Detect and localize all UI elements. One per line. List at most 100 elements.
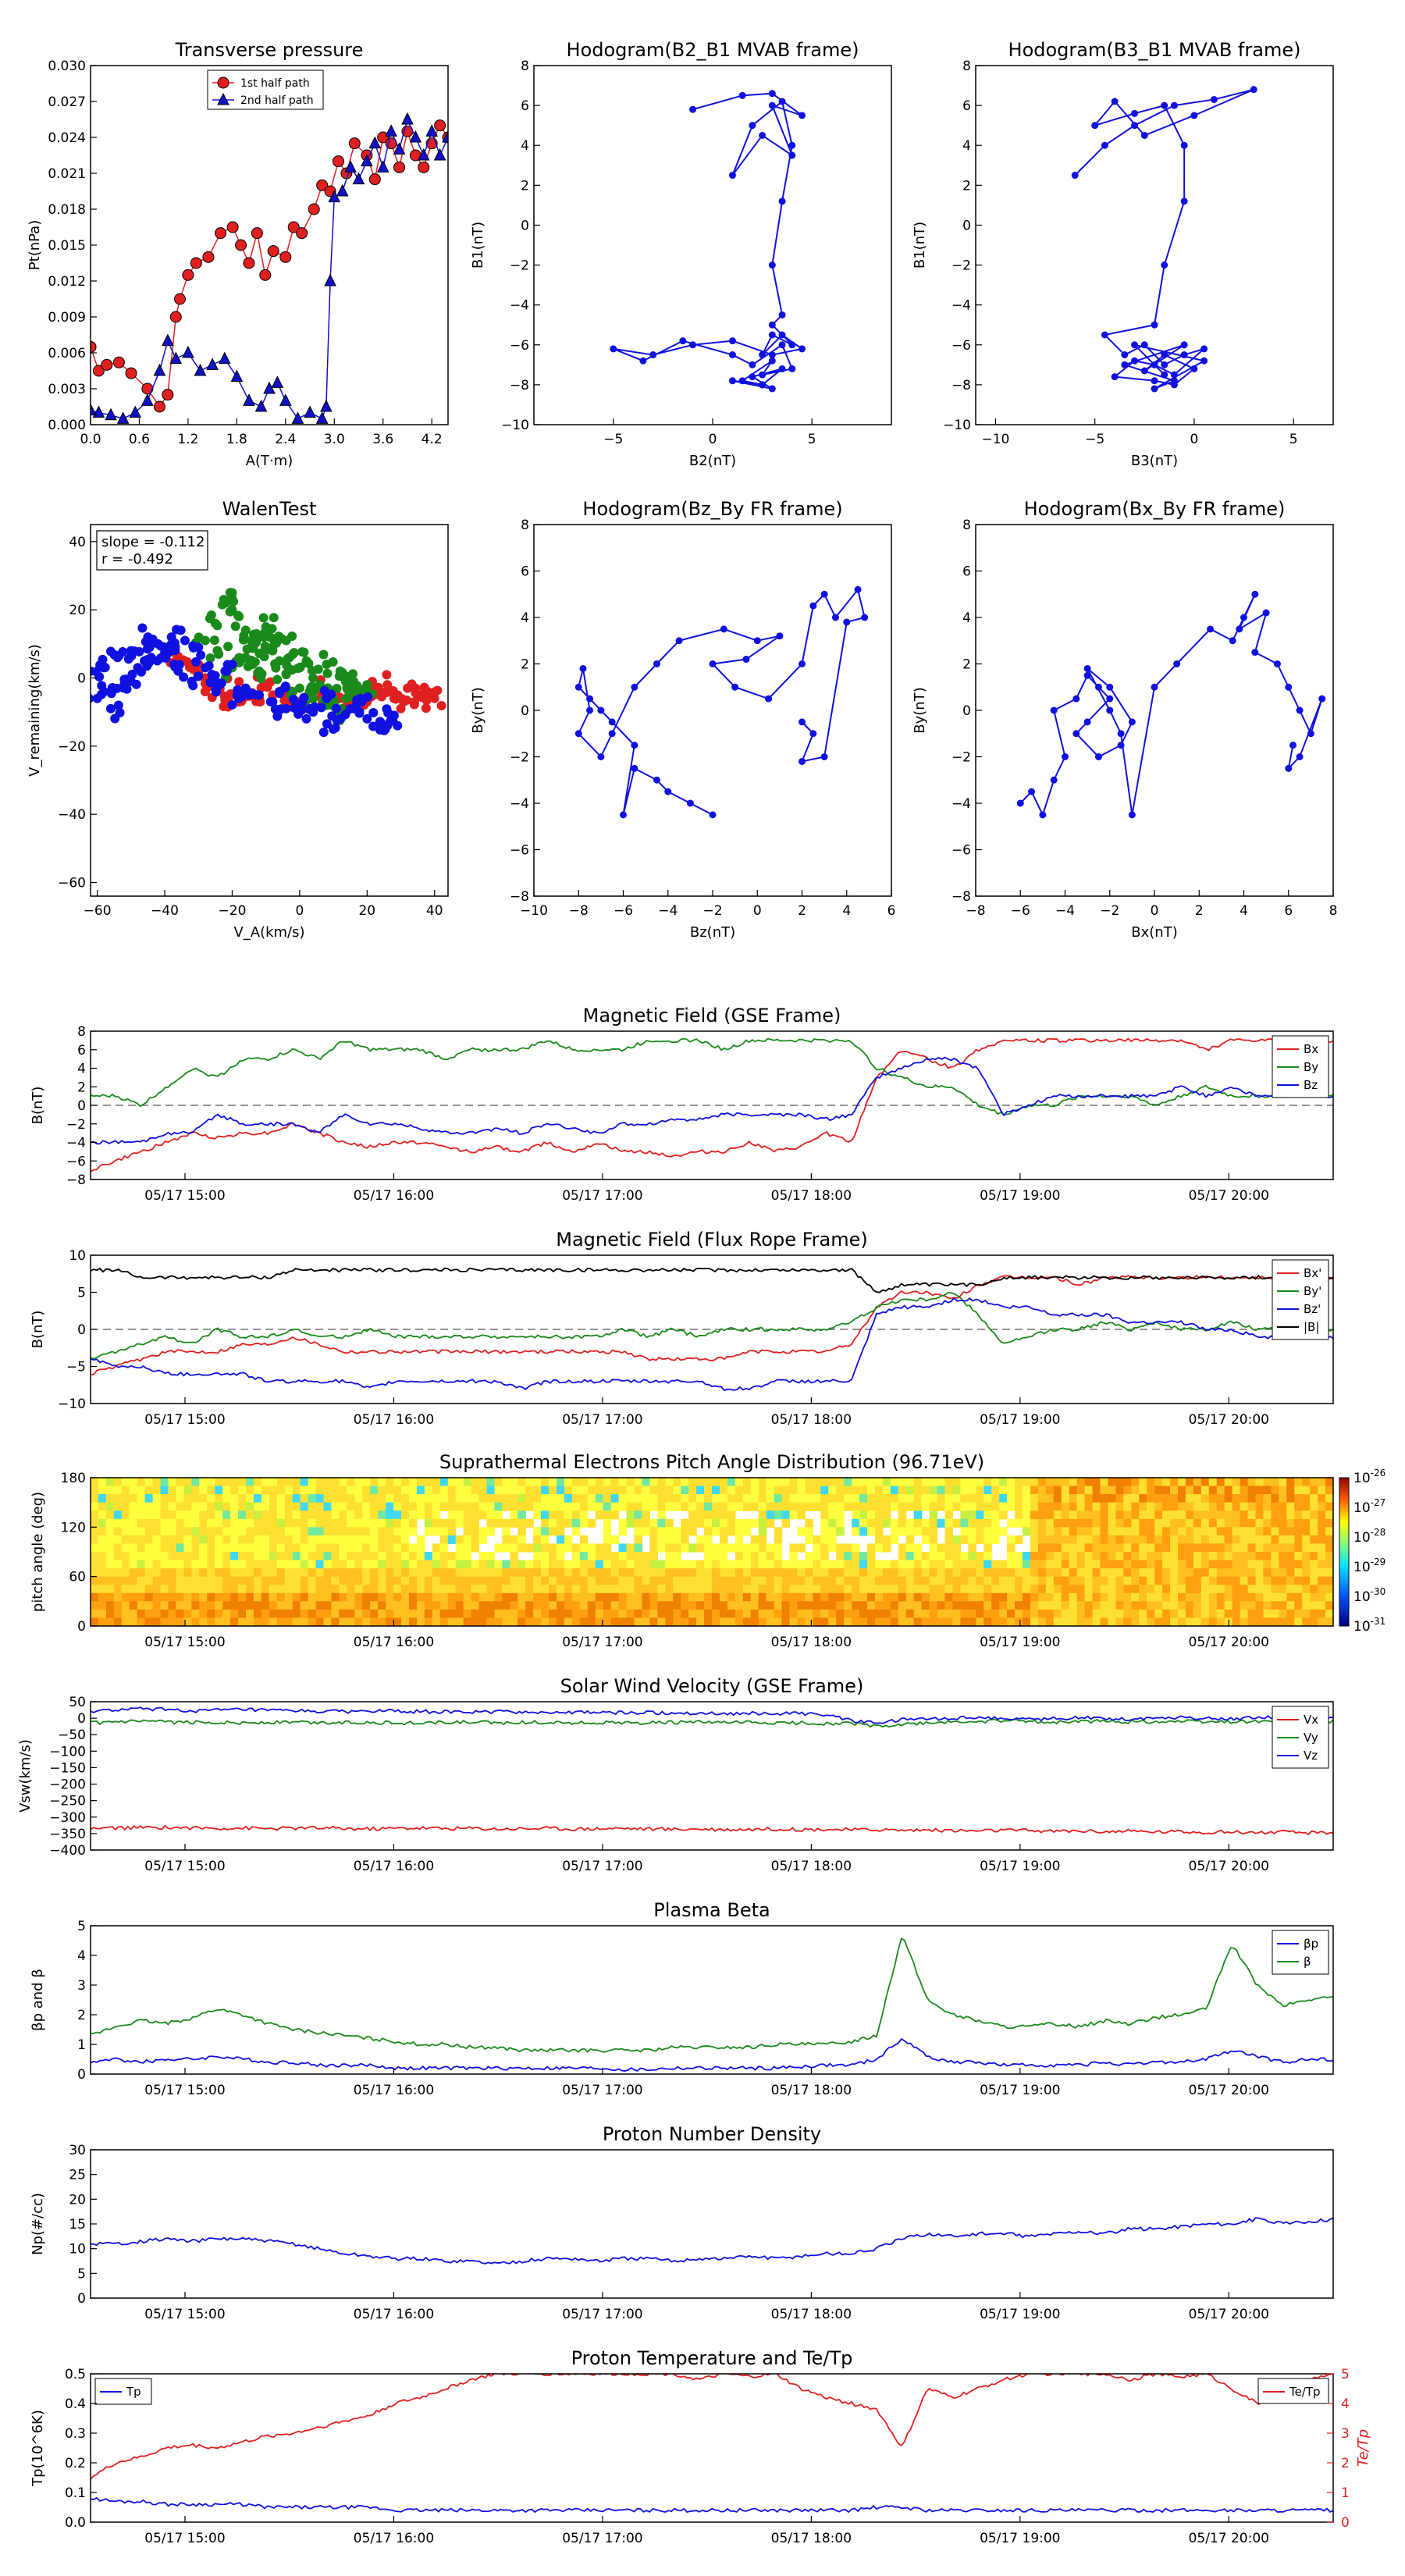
- p4-point: [209, 635, 219, 646]
- pad-cell: [960, 1609, 969, 1619]
- pad-cell: [222, 1552, 231, 1561]
- p1-s1-point: [279, 393, 292, 406]
- pad-cell: [688, 1502, 697, 1511]
- pad-cell: [401, 1494, 410, 1503]
- pad-cell: [1123, 1494, 1132, 1503]
- pad-cell: [1302, 1485, 1311, 1495]
- pad-cell: [564, 1543, 573, 1553]
- p2-point: [768, 90, 776, 98]
- pad-cell: [1185, 1592, 1194, 1602]
- pad-cell: [704, 1494, 713, 1503]
- pad-cell: [781, 1585, 791, 1594]
- pad-cell: [1154, 1617, 1163, 1626]
- pad-cell: [525, 1585, 534, 1594]
- pad-cell: [882, 1592, 891, 1602]
- pad-cell: [1123, 1502, 1132, 1511]
- pad-cell: [976, 1576, 984, 1585]
- pad-cell: [183, 1601, 192, 1610]
- pad-cell: [246, 1485, 254, 1495]
- pad-cell: [1154, 1518, 1163, 1528]
- pad-cell: [269, 1617, 278, 1626]
- pad-cell: [246, 1518, 254, 1528]
- p6-point: [1106, 695, 1114, 703]
- pad-cell: [91, 1510, 99, 1520]
- pad-cell: [944, 1552, 954, 1561]
- pad-cell: [1076, 1543, 1086, 1553]
- pad-cell: [408, 1478, 418, 1487]
- p3-ytick-label: −4: [951, 298, 971, 314]
- pad-cell: [494, 1617, 503, 1626]
- pad-cell: [579, 1592, 589, 1602]
- p2-point: [788, 365, 796, 372]
- pad-cell: [696, 1478, 705, 1487]
- pad-cell: [813, 1552, 821, 1561]
- pad-cell: [105, 1543, 115, 1553]
- pad-cell: [269, 1560, 278, 1569]
- pad-cell: [486, 1552, 495, 1561]
- pad-cell: [626, 1609, 635, 1619]
- p6-series-line: [1019, 593, 1323, 817]
- pad-cell: [1069, 1485, 1078, 1495]
- pad-cell: [712, 1552, 720, 1561]
- pad-cell: [1023, 1617, 1031, 1626]
- pad-cell: [735, 1535, 744, 1545]
- p4-point: [118, 683, 128, 693]
- pad-cell: [1069, 1518, 1078, 1528]
- t4-legend-label: Vx: [1304, 1713, 1318, 1727]
- pad-cell: [735, 1518, 744, 1528]
- pad-cell: [688, 1518, 697, 1528]
- pad-cell: [478, 1609, 488, 1619]
- pad-cell: [541, 1518, 550, 1528]
- pad-cell: [642, 1485, 650, 1495]
- pad-cell: [253, 1609, 262, 1619]
- p4-point: [331, 703, 341, 713]
- pad-cell: [1200, 1560, 1210, 1569]
- pad-cell: [246, 1592, 254, 1602]
- p4-point: [363, 692, 373, 702]
- pad-cell: [929, 1510, 938, 1520]
- pad-cell: [874, 1568, 884, 1578]
- pad-cell: [300, 1527, 309, 1536]
- pad-cell: [549, 1485, 557, 1495]
- pad-cell: [331, 1535, 340, 1545]
- pad-cell: [98, 1617, 107, 1626]
- pad-cell: [261, 1552, 270, 1561]
- pad-cell: [905, 1478, 915, 1487]
- p1-s1-point: [324, 273, 336, 286]
- pad-cell: [696, 1560, 705, 1569]
- t5-time-tick-label: 05/17 19:00: [980, 2083, 1060, 2098]
- pad-cell: [1325, 1568, 1333, 1578]
- pad-cell: [1310, 1494, 1318, 1503]
- pad-cell: [774, 1494, 783, 1503]
- p2-ytick-label: −4: [510, 298, 529, 314]
- pad-cell: [813, 1601, 821, 1610]
- pad-cell: [921, 1485, 930, 1495]
- t3-ytick-label: 120: [61, 1520, 86, 1535]
- pad-cell: [447, 1494, 457, 1503]
- pad-cell: [587, 1617, 596, 1626]
- pad-cell: [362, 1510, 371, 1520]
- pad-cell: [1108, 1478, 1116, 1487]
- pad-cell: [595, 1568, 604, 1578]
- pad-cell: [1325, 1502, 1333, 1511]
- t6-ytick-label: 15: [69, 2217, 86, 2233]
- pad-cell: [1325, 1535, 1333, 1545]
- p5-point: [861, 614, 869, 621]
- pad-cell: [1279, 1585, 1287, 1594]
- pad-cell: [1037, 1510, 1047, 1520]
- pad-cell: [867, 1560, 876, 1569]
- pad-cell: [1100, 1543, 1109, 1553]
- pad-cell: [315, 1552, 325, 1561]
- t3-time-tick-label: 05/17 18:00: [771, 1635, 852, 1650]
- pad-cell: [712, 1527, 720, 1536]
- t4-time-tick-label: 05/17 15:00: [144, 1859, 225, 1874]
- pad-cell: [230, 1510, 239, 1520]
- pad-cell: [1318, 1601, 1326, 1610]
- pad-cell: [215, 1535, 223, 1545]
- p4-point: [144, 657, 154, 667]
- pad-cell: [525, 1560, 534, 1569]
- pad-cell: [541, 1535, 550, 1545]
- pad-cell: [820, 1485, 829, 1495]
- p4-point: [426, 688, 436, 699]
- p5-point: [799, 660, 806, 667]
